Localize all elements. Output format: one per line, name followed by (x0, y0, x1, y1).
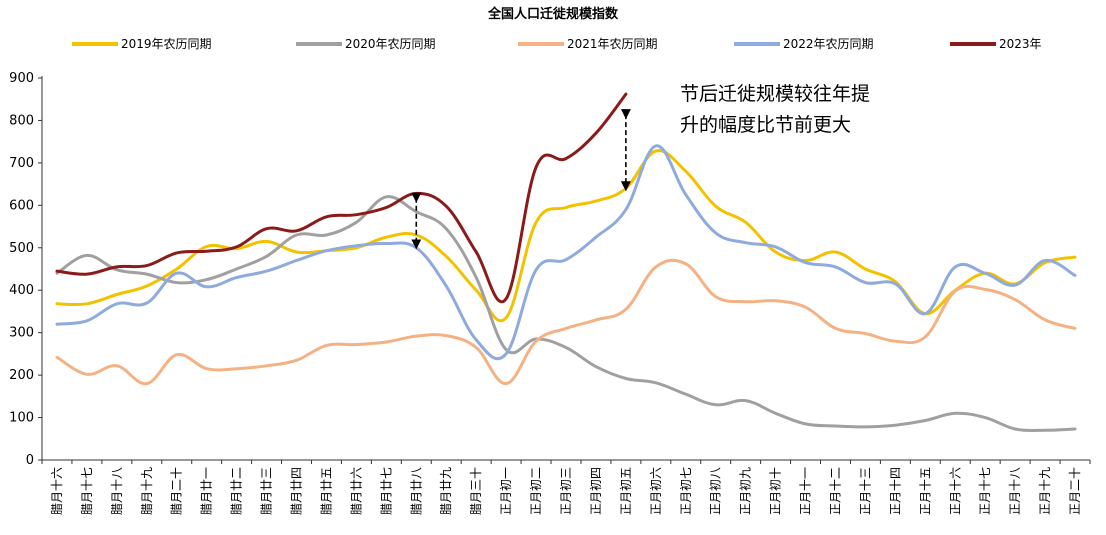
series-line-2 (55, 195, 1077, 433)
series-line-1 (55, 149, 1077, 323)
y-tick-label: 400 (9, 283, 34, 298)
x-tick-label: 腊月廿一 (200, 467, 214, 515)
x-tick-label: 腊月廿八 (409, 467, 423, 515)
x-tick-label: 腊月十七 (80, 467, 94, 515)
x-tick-label: 正月初六 (649, 467, 663, 515)
x-tick-label: 正月十七 (978, 467, 992, 515)
y-tick-label: 500 (9, 241, 34, 256)
legend-label: 2021年农历同期 (567, 37, 658, 51)
chart-title: 全国人口迁徙规模指数 (487, 6, 619, 22)
x-tick-label: 正月二十 (1068, 467, 1082, 515)
y-tick-label: 300 (9, 326, 34, 341)
x-tick-label: 正月初五 (619, 467, 633, 515)
legend-label: 2023年 (999, 37, 1042, 51)
x-tick-label: 腊月三十 (469, 467, 483, 515)
y-tick-label: 200 (9, 368, 34, 383)
x-tick-label: 正月十五 (918, 467, 932, 515)
x-tick-label: 正月十六 (948, 467, 962, 515)
x-tick-label: 腊月廿四 (290, 467, 304, 515)
annotation-line-1: 节后迁徙规模较往年提 (680, 83, 870, 105)
legend-label: 2019年农历同期 (121, 37, 212, 51)
x-tick-label: 腊月二十 (170, 467, 184, 515)
legend-label: 2020年农历同期 (345, 37, 436, 51)
x-tick-label: 腊月廿七 (379, 467, 393, 515)
x-tick-label: 腊月廿九 (439, 467, 453, 515)
x-tick-label: 正月初十 (769, 467, 783, 515)
x-tick-label: 正月十九 (1038, 467, 1052, 515)
x-tick-label: 正月十八 (1008, 467, 1022, 515)
series-line-5 (55, 92, 628, 304)
y-tick-label: 700 (9, 156, 34, 171)
y-tick-label: 100 (9, 411, 34, 426)
chart-axes: 0 100 200 300 400 500 600 700 800 900 腊月十六 腊月十七 腊月十八… (9, 71, 1091, 515)
chart-legend: 2019年农历同期 2020年农历同期 2021年农历同期 2022年农历同期 2023… (72, 37, 1042, 51)
x-tick-label: 腊月十六 (50, 467, 64, 515)
y-tick-label: 600 (9, 198, 34, 213)
x-tick-label: 正月十一 (799, 467, 813, 515)
x-tick-label: 正月初四 (589, 467, 603, 515)
x-tick-label: 正月初八 (709, 467, 723, 515)
x-tick-label: 正月十三 (858, 467, 872, 515)
x-tick-label: 腊月廿五 (319, 467, 333, 515)
annotation-line-2: 升的幅度比节前更大 (680, 114, 851, 136)
chart-series (55, 92, 1077, 433)
series-line-4 (55, 144, 1077, 361)
legend-label: 2022年农历同期 (783, 37, 874, 51)
x-tick-label: 腊月十九 (140, 467, 154, 515)
x-tick-label: 腊月廿二 (230, 467, 244, 515)
series-line-3 (55, 258, 1077, 386)
x-tick-label: 腊月廿六 (349, 467, 363, 515)
y-tick-label: 0 (26, 453, 34, 468)
x-tick-label: 正月初三 (559, 467, 573, 515)
x-tick-label: 腊月十八 (110, 467, 124, 515)
x-tick-label: 正月初七 (679, 467, 693, 515)
chart-annotations: 节后迁徙规模较往年提 升的幅度比节前更大 (411, 83, 870, 250)
y-tick-label: 800 (9, 113, 34, 128)
x-tick-label: 正月十四 (888, 467, 902, 515)
x-tick-label: 正月初九 (739, 467, 753, 515)
x-tick-label: 正月十二 (828, 467, 842, 515)
x-tick-label: 腊月廿三 (260, 467, 274, 515)
x-tick-label: 正月初一 (499, 467, 513, 515)
y-tick-label: 900 (9, 71, 34, 86)
x-tick-label: 正月初二 (529, 467, 543, 515)
